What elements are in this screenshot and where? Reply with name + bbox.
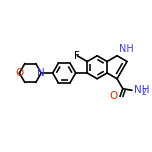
Text: F: F xyxy=(74,51,80,61)
Text: N: N xyxy=(37,68,45,78)
Text: NH: NH xyxy=(119,44,134,54)
Text: O: O xyxy=(109,91,117,101)
Text: 2: 2 xyxy=(142,88,147,97)
Text: O: O xyxy=(15,68,24,78)
Text: NH: NH xyxy=(134,85,149,95)
